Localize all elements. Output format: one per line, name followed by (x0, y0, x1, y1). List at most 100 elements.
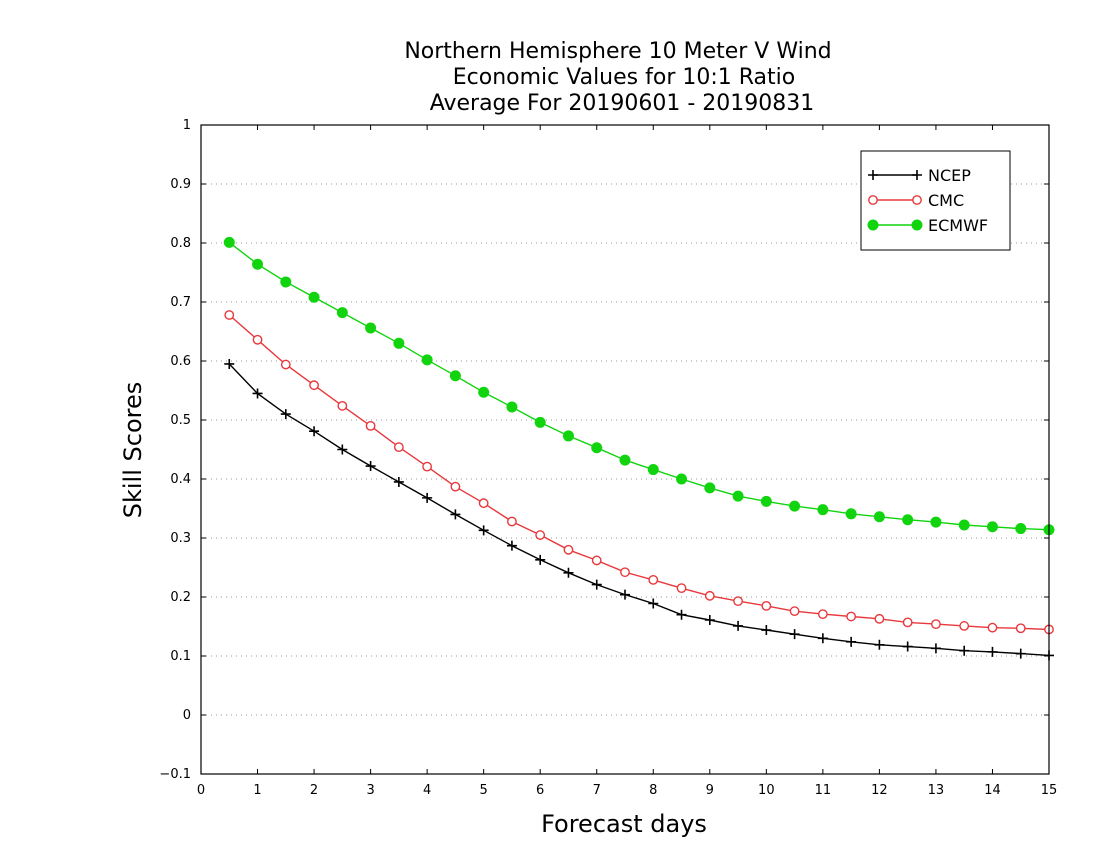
data-point-ncep (422, 492, 433, 503)
data-point-ecmwf (223, 236, 235, 248)
x-tick-label: 11 (815, 783, 832, 798)
data-point-ecmwf (647, 464, 659, 476)
data-point-cmc (252, 334, 263, 345)
data-point-ecmwf (1015, 523, 1027, 535)
x-tick-label: 4 (423, 783, 431, 798)
legend-marker-ecmwf (867, 219, 879, 231)
legend-marker-ncep (868, 170, 878, 180)
data-point-ecmwf (958, 519, 970, 531)
data-point-cmc (591, 555, 602, 566)
data-point-ncep (704, 615, 715, 626)
data-point-ecmwf (873, 511, 885, 523)
data-point-cmc (478, 498, 489, 509)
data-point-cmc (535, 530, 546, 540)
data-point-ecmwf (365, 322, 377, 334)
data-point-ncep (648, 598, 659, 609)
data-point-cmc (365, 420, 376, 431)
data-point-ncep (280, 409, 291, 420)
data-point-ncep (846, 636, 857, 647)
data-point-ncep (535, 554, 546, 565)
chart-title: Northern Hemisphere 10 Meter V Wind Econ… (404, 39, 831, 116)
data-point-ncep (252, 388, 263, 399)
legend-marker-ecmwf (911, 219, 923, 231)
series-line-ncep (228, 363, 1050, 657)
data-point-ncep (224, 358, 235, 369)
data-point-cmc (620, 567, 630, 578)
legend-marker-ncep (912, 170, 922, 180)
legend: NCEP CMC ECMWF (860, 150, 1011, 251)
data-point-cmc (874, 613, 885, 624)
series-ncep (224, 358, 1054, 661)
data-point-ncep (478, 525, 489, 536)
series-group (223, 236, 1055, 661)
data-point-cmc (309, 380, 319, 391)
y-tick-label: 0.8 (170, 236, 191, 251)
data-point-ecmwf (591, 442, 603, 454)
x-tick-label: 13 (928, 783, 945, 798)
grid (201, 183, 1049, 716)
data-point-ecmwf (986, 521, 998, 533)
data-point-ncep (1015, 648, 1026, 659)
data-point-ncep (987, 646, 998, 657)
data-point-ecmwf (704, 482, 716, 494)
data-point-ncep (620, 589, 630, 600)
data-point-ncep (817, 633, 828, 644)
data-point-cmc (648, 574, 659, 585)
series-line-cmc (228, 314, 1050, 631)
series-cmc (224, 310, 1054, 635)
plot-frame (200, 124, 1050, 775)
data-point-cmc (987, 622, 998, 633)
series-line-ecmwf (228, 241, 1050, 531)
data-point-ecmwf (817, 504, 829, 516)
data-point-ncep (930, 643, 941, 654)
data-point-cmc (280, 359, 291, 370)
data-point-ecmwf (676, 473, 688, 485)
series-ecmwf (223, 236, 1055, 536)
data-point-ecmwf (280, 276, 292, 288)
y-tick-label: 0.7 (170, 295, 191, 310)
legend-marker-cmc (868, 195, 878, 205)
data-point-cmc (733, 596, 743, 607)
chart-title-line-3: Average For 20190601 - 20190831 (430, 91, 815, 116)
data-point-ncep (676, 609, 687, 620)
data-point-ncep (393, 476, 404, 487)
x-tick-label: 2 (310, 783, 318, 798)
data-point-cmc (422, 461, 433, 472)
x-tick-label: 7 (593, 783, 601, 798)
x-tick-label: 8 (649, 783, 657, 798)
legend-label-ecmwf: ECMWF (928, 216, 988, 235)
data-point-ecmwf (393, 337, 405, 349)
data-point-ecmwf (506, 401, 518, 413)
y-axis-label: Skill Scores (119, 382, 147, 519)
data-point-ecmwf (760, 495, 772, 507)
y-tick-label: 0.3 (170, 531, 191, 546)
x-tick-label: 0 (197, 783, 205, 798)
data-point-ecmwf (732, 490, 744, 502)
legend-marker-cmc (912, 195, 922, 205)
data-point-cmc (224, 310, 235, 320)
data-point-cmc (704, 590, 715, 601)
data-point-ncep (874, 639, 885, 650)
data-point-cmc (817, 609, 828, 620)
data-point-cmc (959, 621, 970, 631)
data-point-ecmwf (789, 500, 801, 512)
x-tick-label: 10 (758, 783, 775, 798)
y-tick-label: 1 (183, 118, 191, 133)
data-point-ecmwf (478, 386, 490, 398)
legend-label-cmc: CMC (928, 191, 964, 210)
data-point-ncep (309, 426, 320, 437)
data-point-cmc (1015, 623, 1026, 634)
data-point-cmc (902, 617, 913, 628)
x-tick-label: 3 (366, 783, 374, 798)
data-point-ncep (450, 509, 461, 520)
data-point-ncep (902, 641, 913, 652)
y-tick-label: 0.5 (170, 413, 191, 428)
data-point-ecmwf (562, 430, 574, 442)
x-tick-label: 12 (871, 783, 888, 798)
data-point-ecmwf (534, 416, 546, 428)
chart-title-line-2: Economic Values for 10:1 Ratio (453, 65, 795, 90)
data-point-ecmwf (845, 508, 857, 520)
data-point-cmc (507, 516, 517, 527)
data-point-cmc (563, 544, 574, 555)
